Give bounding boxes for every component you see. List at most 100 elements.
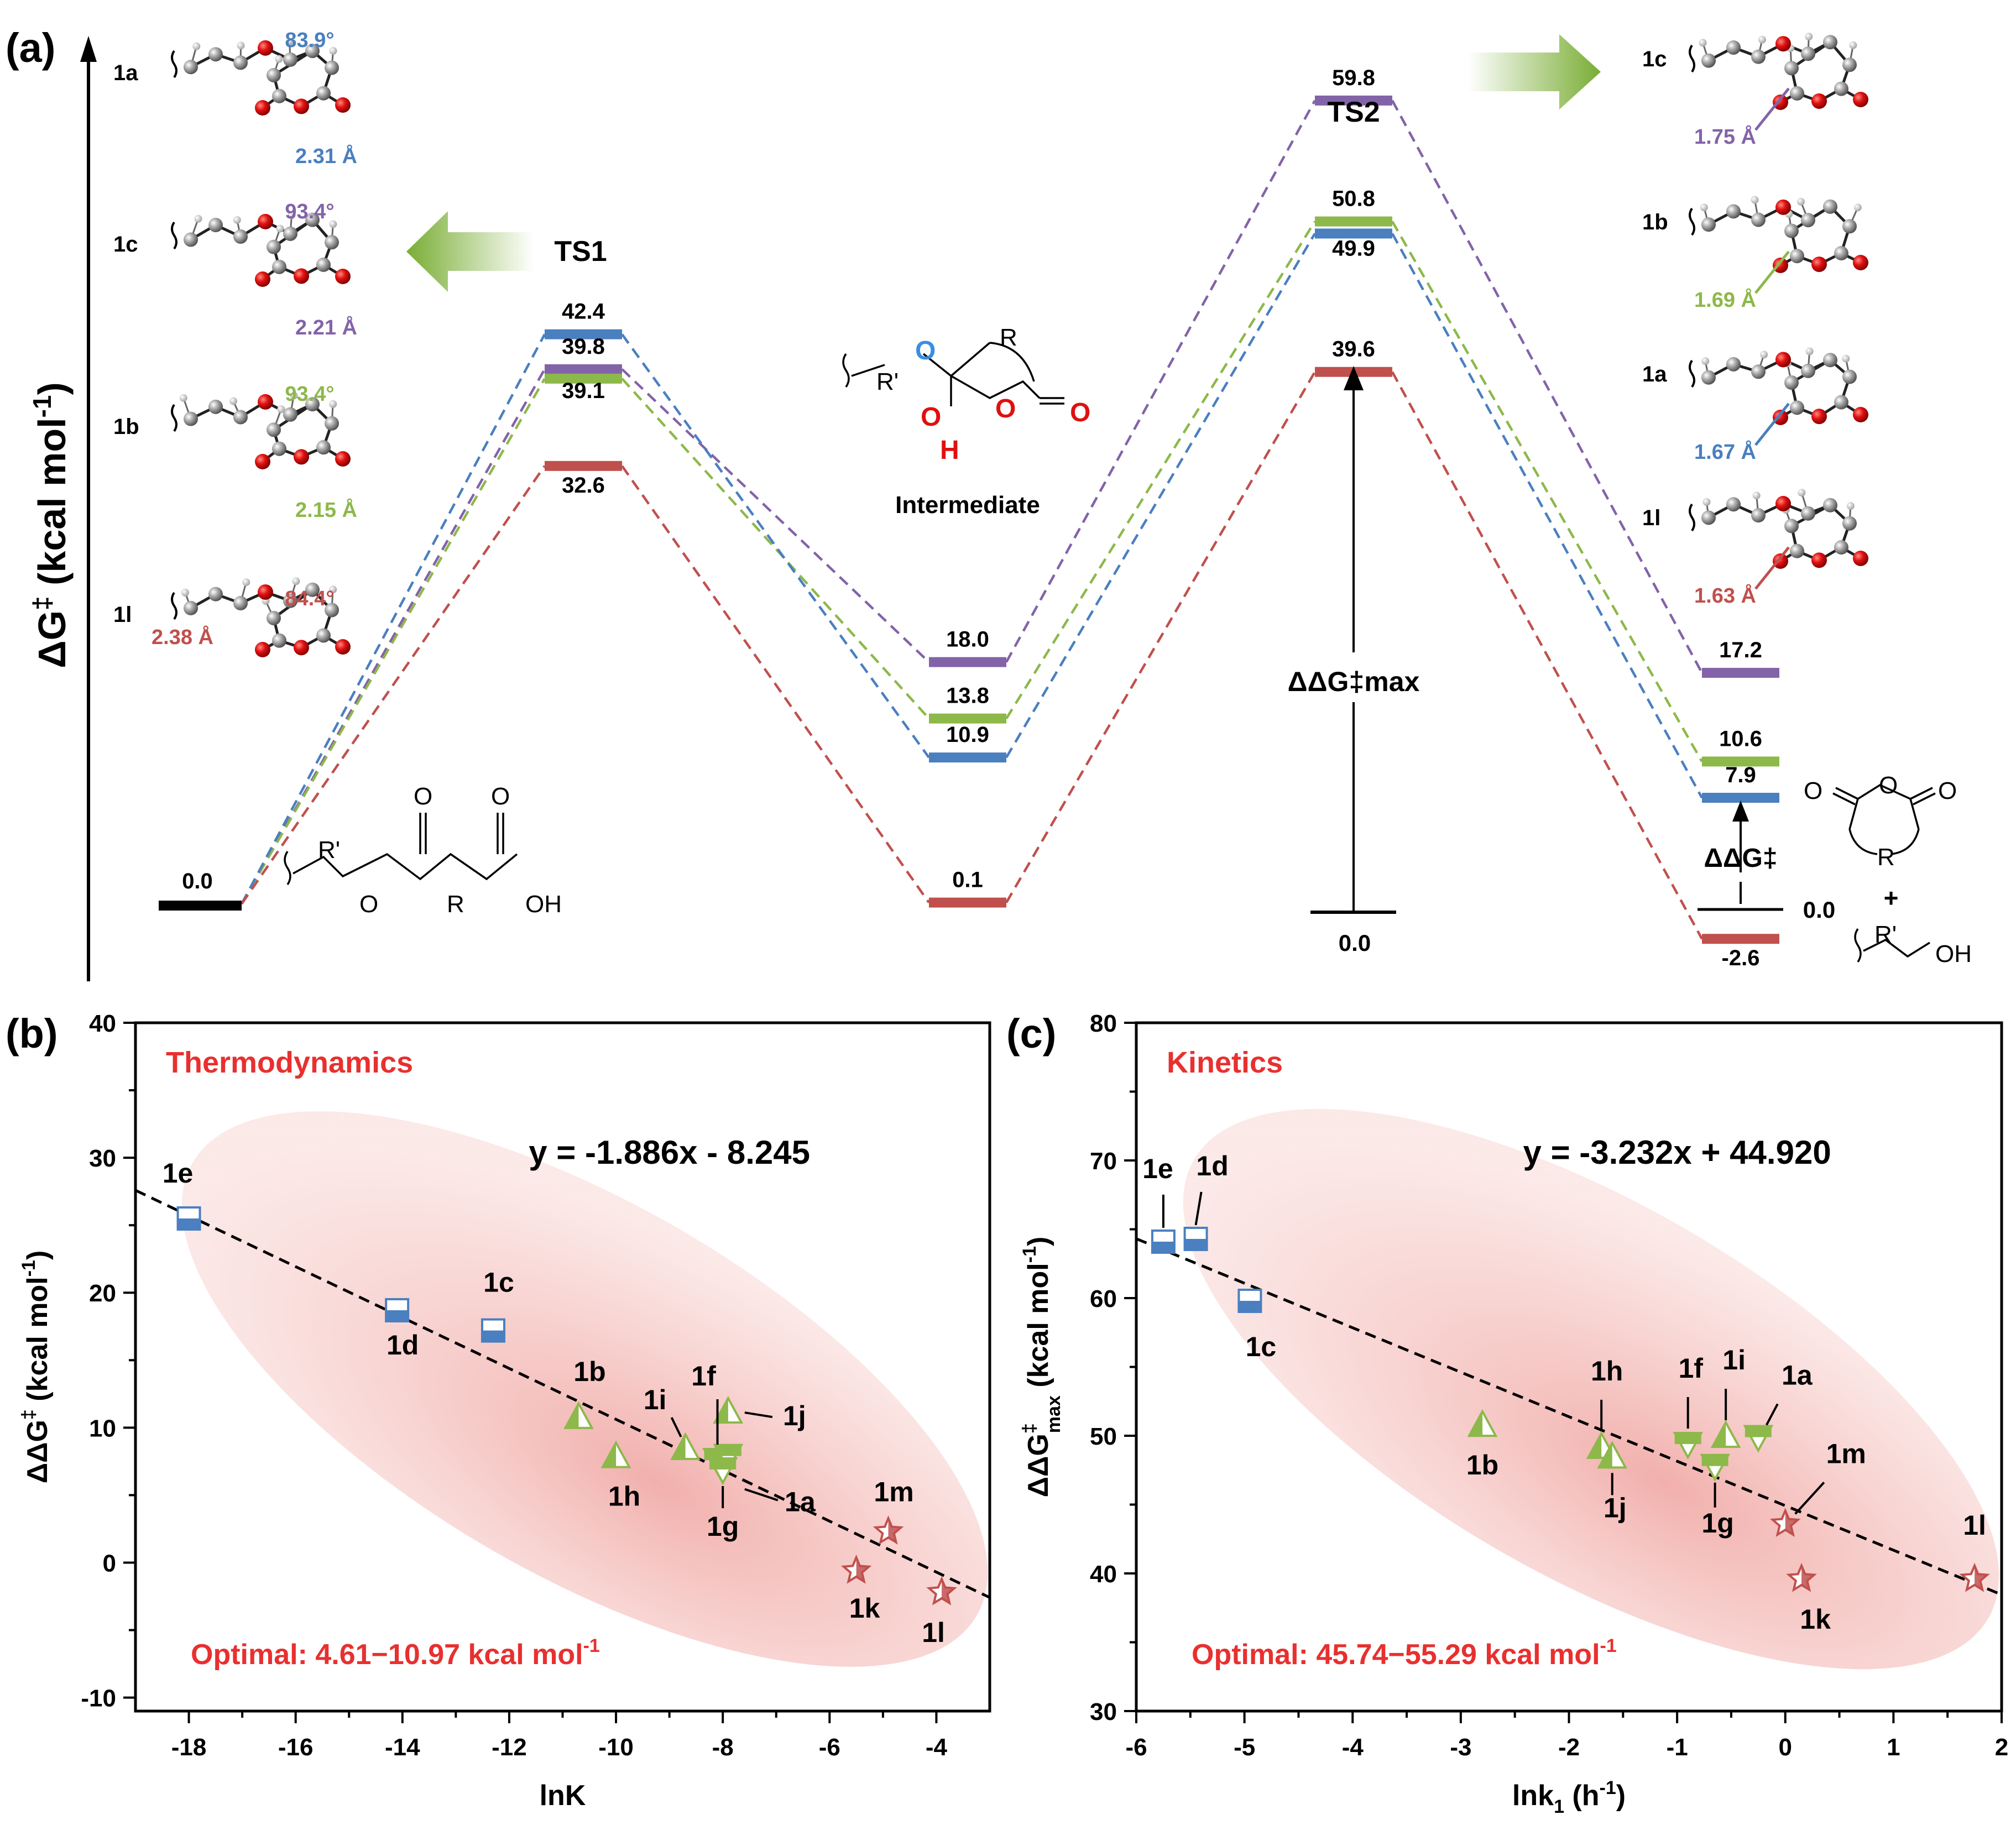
energy-levels [159, 95, 1779, 944]
ts2-structure-1l-distance: 1.63 Å [1694, 583, 1756, 608]
intermediate-oh-h: H [940, 436, 959, 465]
panel-c-point-1b-fill [1469, 1411, 1482, 1436]
panel-b-point-1e-fill [177, 1218, 200, 1230]
pathway-connectors [241, 100, 1703, 940]
panel-c-point-1j-fill [1599, 1443, 1612, 1468]
ts2-structure-1b-distance: 1.69 Å [1694, 287, 1756, 312]
panel-b-xtick--12: -12 [492, 1734, 527, 1761]
ts1-structure-1l-angle: 84.4° [285, 587, 334, 610]
panel-c-point-label-1m: 1m [1826, 1438, 1866, 1469]
panel-c-point-label-1d: 1d [1196, 1150, 1228, 1181]
panel-c-tick-labels: -6 -5 -4 -3 -2 -1 0 1 2 30 40 50 60 70 80 [1090, 1010, 2008, 1761]
ts2-structure-1c-pointer [1754, 87, 1790, 131]
left-transition-arrow [406, 211, 534, 292]
level-ts1-green [545, 373, 622, 384]
panel-b-tick-labels: -18 -16 -14 -12 -10 -8 -6 -4 -10 0 10 20 30 40 [81, 1010, 947, 1761]
ddg-label: ΔΔG‡ [1704, 844, 1777, 873]
ts1-structure-1a-label: 1a [113, 61, 138, 85]
ts2-structure-1c-distance: 1.75 Å [1694, 124, 1756, 149]
ts2-structure-1c [1689, 33, 1868, 110]
ts1-structure-1a-atoms [184, 40, 351, 116]
ts1-structure-1b-hydrogens [179, 391, 337, 430]
ts2-structure-1l [1689, 489, 1868, 569]
panel-c-label: (c) [1006, 1011, 1056, 1057]
connector-green-0 [241, 378, 546, 905]
panel-c-point-label-1h: 1h [1591, 1356, 1623, 1387]
panel-b-point-1b-fill [565, 1403, 579, 1428]
ts2-structure-1a-distance: 1.67 Å [1694, 440, 1756, 464]
ts1-structure-1b-label: 1b [113, 415, 139, 439]
connector-purple-3 [1391, 100, 1703, 674]
panel-c-point-1g-fill [1701, 1455, 1728, 1466]
panel-b-ytick-40: 40 [89, 1010, 116, 1037]
panel-b-point-1d-fill [386, 1310, 409, 1321]
ts1-structure-1b-angle: 93.4° [285, 383, 334, 406]
panel-b-point-label-1g: 1g [707, 1511, 739, 1542]
panel-b-point-label-1l: 1l [922, 1617, 945, 1648]
panel-c-point-1i-fill [1712, 1422, 1726, 1447]
level-prod-purple [1702, 668, 1779, 678]
panel-c-point-1k-fill [1801, 1566, 1814, 1590]
panel-c-point-label-1c: 1c [1246, 1331, 1277, 1362]
panel-b-point-1h-fill [603, 1442, 617, 1467]
connector-red-1 [621, 465, 930, 903]
ts2-structure-1a-hydrogens [1701, 347, 1851, 383]
panel-b-point-1k-fill [856, 1557, 869, 1582]
ts2-structure-1a-pointer [1754, 402, 1790, 446]
panel-b-ytick-20: 20 [89, 1280, 116, 1307]
ts2-structure-1l-atoms [1701, 496, 1868, 569]
level-ts2-blue [1315, 228, 1392, 239]
level-prod-blue [1702, 793, 1779, 803]
panel-c-fit-line [1136, 1237, 2002, 1596]
product-oh: OH [1935, 940, 1972, 967]
reactant-carbonyl-o-1: O [414, 783, 432, 810]
ts1-structure-1a-distance: 2.31 Å [295, 144, 357, 168]
level-ts1-purple [545, 364, 622, 374]
panel-c-equation: y = -3.232x + 44.920 [1523, 1134, 1831, 1171]
right-transition-arrow [1468, 34, 1601, 109]
reactant-oh: OH [525, 891, 562, 918]
reactant-carbonyl-o-2: O [491, 783, 510, 810]
product-r: R [1877, 844, 1895, 871]
ts1-structure-1c-atoms [184, 212, 351, 287]
intermediate-r: R [1000, 324, 1017, 351]
level-ts2-green [1315, 216, 1392, 227]
ddgmax-label-bg [1283, 652, 1421, 702]
panel-b-xtick--16: -16 [278, 1734, 314, 1761]
ts2-structures: 1c 1.75 Å 1b 1.69 Å 1a 1.67 Å 1l 1.63 Å [1642, 33, 1868, 608]
panel-c-point-label-1g: 1g [1701, 1508, 1733, 1539]
ts2-structure-1a [1689, 347, 1868, 425]
panel-c-ytick-40: 40 [1090, 1561, 1117, 1588]
panel-c-xtick--1: -1 [1667, 1734, 1688, 1761]
panel-c-point-labels: 1e 1d 1c 1b 1h 1j 1f 1g 1i 1a 1m 1k 1l [1142, 1150, 1986, 1635]
product-o-left: O [1804, 777, 1822, 804]
level-ts2-blue-value: 49.9 [1332, 236, 1375, 260]
panel-b-point-1c-fill [482, 1330, 504, 1342]
panel-c-point-label-1a: 1a [1782, 1359, 1813, 1390]
panel-b-point-1g-fill [709, 1458, 737, 1470]
panel-b-leader-1a [744, 1488, 779, 1502]
ts2-structure-1c-atoms [1701, 35, 1868, 110]
intermediate-carbonyl-o: O [1070, 398, 1090, 427]
panel-c-optimal-text: Optimal: 45.74−55.29 kcal mol-1 [1192, 1635, 1617, 1671]
intermediate-o-blue: O [915, 336, 936, 365]
level-ts2-green-value: 50.8 [1332, 187, 1375, 211]
panel-c-point-label-1e: 1e [1142, 1153, 1173, 1184]
level-start-value: 0.0 [182, 869, 213, 893]
connector-purple-0 [241, 368, 546, 905]
level-ts2-purple [1315, 95, 1392, 106]
panel-b-optimal-text: Optimal: 4.61−10.97 kcal mol-1 [191, 1635, 600, 1671]
panel-b-optimal-region [181, 1111, 988, 1667]
panel-b-point-1l-fill [942, 1579, 954, 1603]
panel-b-xtick--8: -8 [712, 1734, 734, 1761]
ts1-structure-1a-angle: 83.9° [285, 29, 334, 52]
panel-c-ticks [1124, 1022, 2003, 1723]
level-ts1-purple-value: 39.8 [562, 334, 605, 359]
panel-b-xtick--4: -4 [926, 1734, 948, 1761]
panel-c-point-1c-fill [1239, 1300, 1261, 1312]
product-structure [1832, 784, 1936, 963]
panel-c-xtick--3: -3 [1450, 1734, 1471, 1761]
level-prod-purple-value: 17.2 [1719, 638, 1762, 662]
connector-purple-1 [621, 368, 930, 663]
panel-b-label: (b) [6, 1011, 58, 1057]
